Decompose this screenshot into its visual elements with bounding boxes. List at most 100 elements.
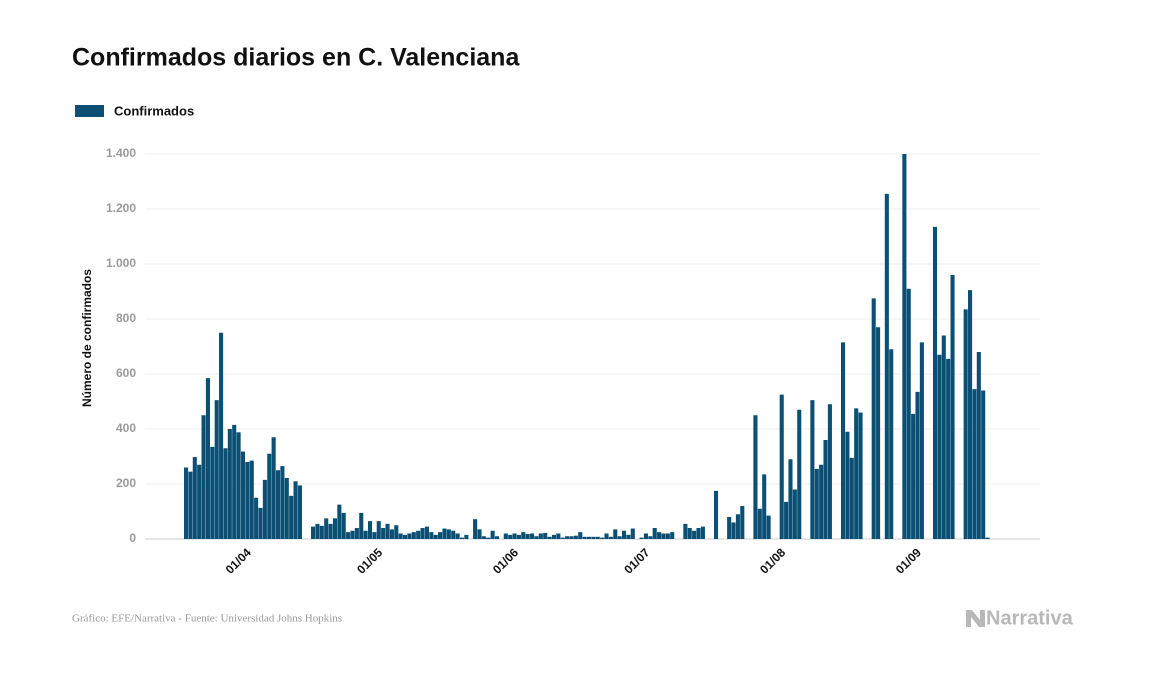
bar bbox=[455, 533, 460, 539]
bar bbox=[757, 508, 762, 539]
bar bbox=[403, 534, 408, 539]
bar bbox=[503, 533, 508, 539]
bar bbox=[797, 409, 802, 539]
logo: Narrativa bbox=[986, 607, 1074, 629]
bar bbox=[341, 512, 346, 539]
bar bbox=[582, 536, 587, 539]
bar bbox=[394, 525, 399, 539]
bar bbox=[819, 464, 824, 539]
bar bbox=[359, 512, 364, 539]
bar bbox=[254, 497, 259, 539]
bar bbox=[911, 413, 916, 539]
bar bbox=[258, 507, 263, 539]
bar bbox=[232, 424, 237, 539]
bar bbox=[963, 309, 968, 539]
bar bbox=[915, 391, 920, 539]
bar bbox=[332, 518, 337, 539]
bar bbox=[902, 154, 907, 539]
bar bbox=[696, 528, 701, 539]
bar bbox=[192, 457, 197, 539]
x-tick-label: 01/05 bbox=[354, 545, 385, 576]
bar bbox=[275, 470, 281, 539]
bar bbox=[976, 352, 981, 539]
bar bbox=[184, 467, 189, 539]
bar bbox=[565, 536, 570, 539]
bar bbox=[477, 529, 482, 539]
bar bbox=[740, 506, 745, 539]
bar bbox=[481, 536, 486, 539]
bar bbox=[735, 514, 740, 539]
bar bbox=[381, 528, 386, 539]
bar bbox=[249, 460, 254, 539]
bar bbox=[451, 530, 456, 539]
y-tick-label: 0 bbox=[129, 531, 136, 545]
bar bbox=[906, 288, 911, 539]
bar bbox=[639, 537, 644, 539]
bar bbox=[429, 532, 434, 539]
chart-title: Confirmados diarios en C. Valenciana bbox=[72, 44, 520, 72]
bar bbox=[240, 451, 246, 539]
bar bbox=[604, 533, 609, 539]
bar bbox=[827, 404, 832, 539]
bar bbox=[271, 437, 276, 539]
bar bbox=[661, 533, 666, 539]
bar bbox=[652, 528, 657, 539]
bar bbox=[227, 429, 232, 539]
bar bbox=[245, 462, 250, 539]
bar bbox=[398, 533, 403, 539]
bar bbox=[727, 517, 732, 539]
bar bbox=[201, 415, 206, 539]
bar bbox=[521, 532, 526, 539]
bar bbox=[648, 536, 653, 539]
bar bbox=[538, 533, 543, 539]
y-tick-label: 1.200 bbox=[106, 201, 136, 215]
bar bbox=[534, 536, 539, 539]
bar bbox=[490, 530, 495, 539]
bar bbox=[547, 536, 552, 539]
bar bbox=[731, 522, 736, 539]
bar bbox=[346, 532, 351, 539]
bar bbox=[543, 532, 548, 539]
bar bbox=[223, 448, 228, 539]
bar bbox=[937, 354, 942, 539]
bar bbox=[438, 532, 443, 539]
bar bbox=[328, 523, 333, 539]
bar bbox=[766, 515, 771, 539]
bar bbox=[297, 485, 302, 539]
bar bbox=[424, 526, 429, 539]
bar bbox=[788, 459, 793, 539]
legend-swatch bbox=[75, 105, 104, 117]
bar bbox=[981, 390, 986, 539]
bar bbox=[442, 528, 447, 539]
bar bbox=[784, 501, 789, 539]
bar bbox=[337, 504, 342, 539]
bar bbox=[407, 533, 412, 539]
bar bbox=[849, 457, 854, 539]
bar bbox=[473, 519, 478, 539]
bar bbox=[236, 432, 241, 539]
bar bbox=[376, 521, 381, 539]
bar bbox=[367, 521, 373, 539]
x-tick-label: 01/08 bbox=[757, 545, 788, 576]
bar bbox=[508, 534, 513, 539]
bar bbox=[197, 464, 202, 539]
bar bbox=[573, 535, 578, 539]
bar bbox=[315, 523, 320, 539]
bar bbox=[858, 412, 863, 539]
bar bbox=[613, 529, 618, 539]
bar bbox=[556, 533, 561, 539]
bar bbox=[205, 378, 210, 539]
bar bbox=[950, 275, 955, 539]
bar bbox=[494, 536, 500, 539]
bar bbox=[985, 537, 990, 539]
bar bbox=[823, 440, 828, 539]
bar bbox=[560, 537, 565, 539]
bar bbox=[595, 536, 600, 539]
bar bbox=[210, 446, 215, 539]
bar bbox=[871, 298, 876, 539]
x-tick-label: 01/09 bbox=[893, 545, 924, 576]
bar bbox=[280, 466, 285, 539]
bar bbox=[591, 536, 596, 539]
y-tick-label: 1.400 bbox=[106, 146, 136, 160]
x-tick-label: 01/07 bbox=[621, 545, 652, 576]
